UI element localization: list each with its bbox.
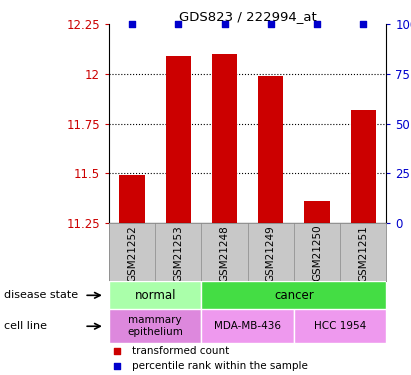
Text: GSM21248: GSM21248 (219, 225, 229, 282)
Text: GSM21252: GSM21252 (127, 225, 137, 282)
Text: GSM21250: GSM21250 (312, 225, 322, 282)
Text: mammary
epithelium: mammary epithelium (127, 315, 183, 337)
Bar (119, 176, 145, 223)
Point (268, 21, 274, 27)
Text: transformed count: transformed count (132, 346, 230, 355)
Text: GSM21251: GSM21251 (358, 225, 368, 282)
Bar (212, 54, 237, 223)
Bar (201, 281, 386, 309)
Bar (166, 56, 191, 223)
Point (360, 21, 367, 27)
Text: percentile rank within the sample: percentile rank within the sample (132, 361, 308, 370)
Text: GSM21253: GSM21253 (173, 225, 183, 282)
Bar (109, 281, 201, 309)
Text: HCC 1954: HCC 1954 (314, 321, 366, 331)
Title: GDS823 / 222994_at: GDS823 / 222994_at (179, 10, 316, 23)
Bar (109, 309, 201, 343)
Point (114, 348, 120, 354)
Text: MDA-MB-436: MDA-MB-436 (214, 321, 281, 331)
Bar (294, 309, 386, 343)
Point (221, 21, 228, 27)
Bar (351, 110, 376, 223)
Point (175, 21, 182, 27)
Point (114, 363, 120, 369)
Bar (304, 201, 330, 223)
Text: cell line: cell line (4, 321, 47, 331)
Text: normal: normal (134, 289, 176, 302)
Text: disease state: disease state (4, 290, 78, 300)
Text: cancer: cancer (274, 289, 314, 302)
Bar (258, 76, 284, 223)
Point (129, 21, 135, 27)
Text: GSM21249: GSM21249 (266, 225, 276, 282)
Bar (201, 309, 294, 343)
Point (314, 21, 320, 27)
